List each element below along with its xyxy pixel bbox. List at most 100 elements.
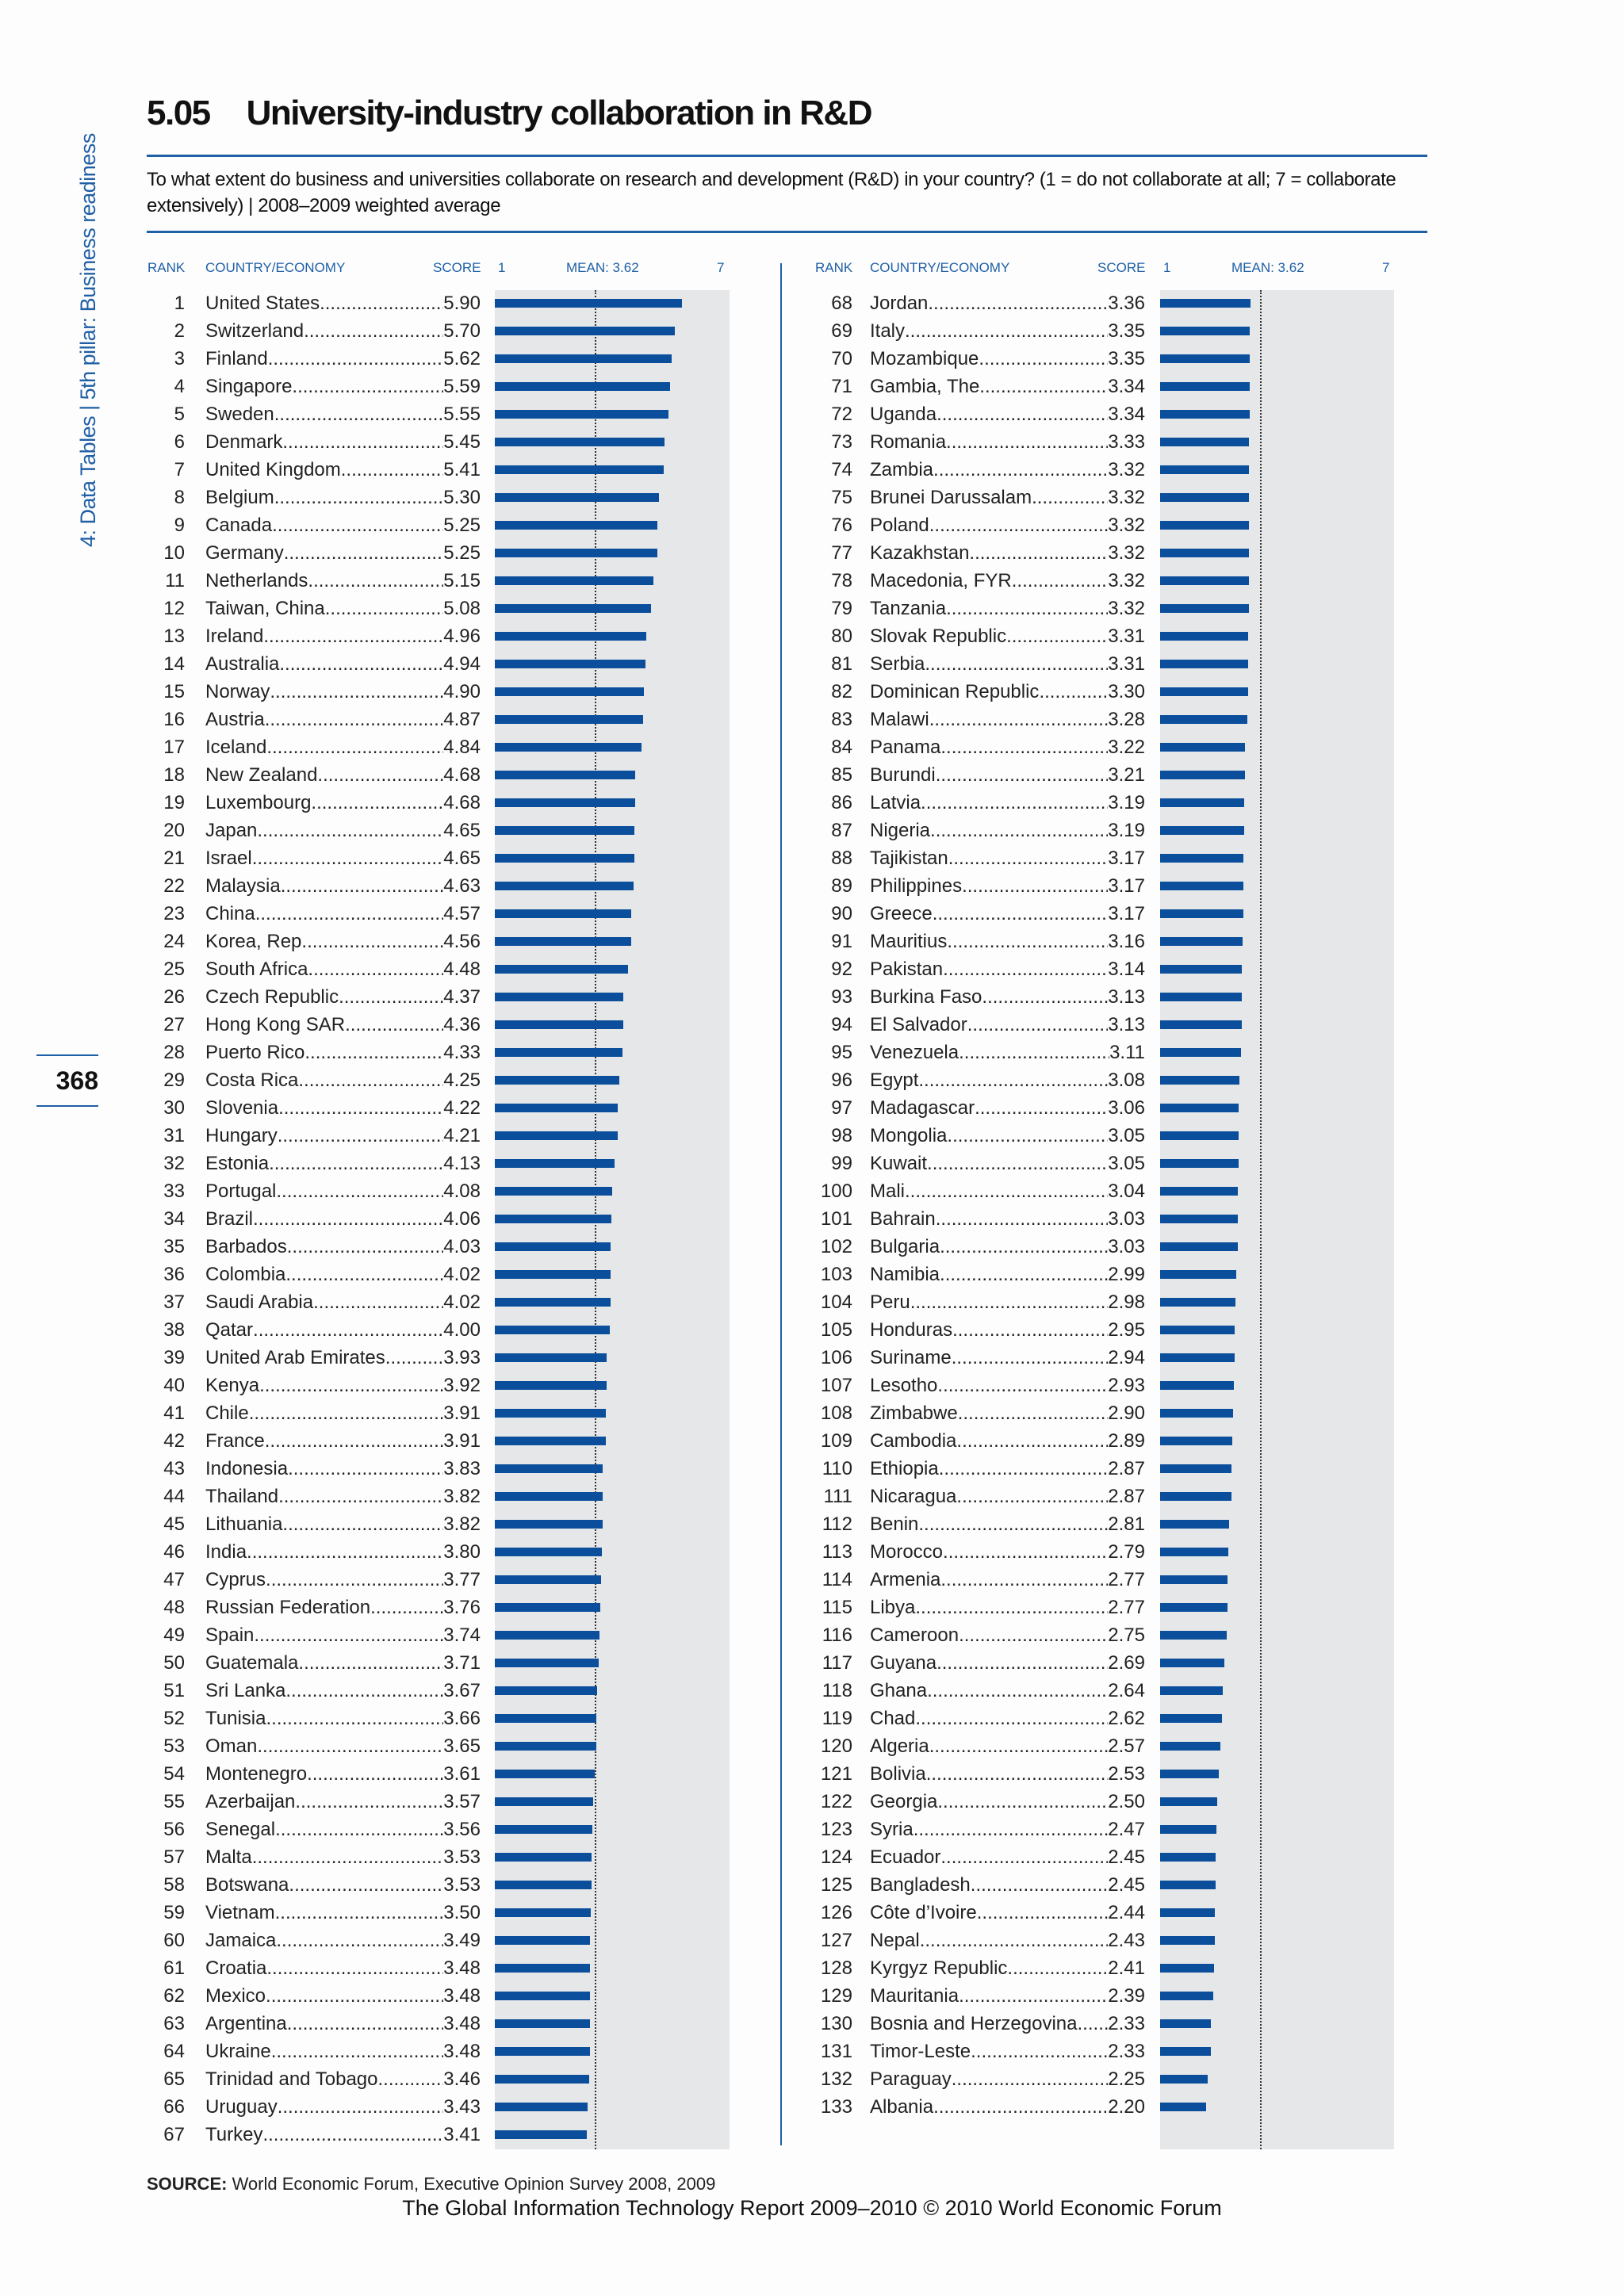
country-cell: Slovak Republic ........................… [870, 622, 1145, 650]
country-name: El Salvador [870, 1014, 967, 1035]
dot-leader: ........................................… [925, 1763, 1109, 1785]
score-bar [1160, 1686, 1224, 1695]
score-value: 5.55 [443, 404, 481, 425]
country-cell: Uganda .................................… [870, 400, 1145, 428]
score-value: 3.93 [443, 1347, 481, 1368]
country-cell: Spain ..................................… [205, 1621, 481, 1649]
country-name: Lithuania [205, 1513, 283, 1535]
score-bar [1160, 882, 1243, 890]
country-name: Puerto Rico [205, 1042, 305, 1063]
score-value: 3.13 [1108, 986, 1145, 1008]
dot-leader: ........................................… [247, 1541, 444, 1563]
score-value: 3.31 [1108, 653, 1145, 675]
country-name: Egypt [870, 1070, 919, 1091]
score-value: 2.33 [1108, 2041, 1145, 2062]
score-value: 3.91 [443, 1402, 481, 1424]
country-cell: Senegal ................................… [205, 1816, 481, 1843]
country-cell: Turkey .................................… [205, 2121, 481, 2149]
dot-leader: ........................................… [959, 1985, 1108, 2007]
country-name: Croatia [205, 1957, 267, 1979]
dot-leader: ........................................… [938, 1458, 1109, 1479]
score-value: 3.32 [1108, 542, 1145, 564]
dot-leader: ........................................… [277, 1125, 444, 1146]
source-note: SOURCE: World Economic Forum, Executive … [147, 2174, 715, 2195]
score-bar [495, 1520, 603, 1529]
score-value: 5.70 [443, 320, 481, 342]
rank-cell: 14 [163, 653, 185, 675]
country-name: Germany [205, 542, 284, 564]
score-bar [495, 1853, 592, 1862]
country-name: Spain [205, 1624, 255, 1646]
score-value: 3.19 [1108, 820, 1145, 841]
score-bar [495, 521, 657, 530]
score-value: 2.20 [1108, 2096, 1145, 2118]
score-bar [1160, 1936, 1215, 1945]
score-value: 2.87 [1108, 1458, 1145, 1479]
dot-leader: ........................................… [1032, 487, 1108, 508]
header-rank: RANK [147, 260, 186, 275]
score-value: 3.48 [443, 1957, 481, 1979]
score-value: 3.06 [1108, 1097, 1145, 1119]
dot-leader: ........................................… [264, 709, 444, 730]
score-bar [1160, 1242, 1238, 1251]
country-name: Côte d’Ivoire [870, 1902, 977, 1923]
dot-leader: ........................................… [957, 1402, 1109, 1424]
country-name: Saudi Arabia [205, 1292, 314, 1313]
score-value: 2.64 [1108, 1680, 1145, 1701]
country-cell: Zambia .................................… [870, 456, 1145, 484]
country-cell: Norway .................................… [205, 678, 481, 706]
country-name: Cyprus [205, 1569, 266, 1590]
score-bar [1160, 1437, 1233, 1445]
rank-cell: 60 [163, 1930, 185, 1951]
rank-cell: 57 [163, 1846, 185, 1868]
dot-leader: ........................................… [905, 1181, 1109, 1202]
country-cell: Kuwait .................................… [870, 1150, 1145, 1177]
rank-cell: 66 [163, 2096, 185, 2118]
country-name: Barbados [205, 1236, 287, 1257]
score-bar [1160, 743, 1245, 752]
score-bar [1160, 465, 1249, 474]
score-value: 5.15 [443, 570, 481, 591]
country-name: Morocco [870, 1541, 944, 1563]
country-name: Nigeria [870, 820, 931, 841]
dot-leader: ........................................… [927, 1680, 1108, 1701]
rank-cell: 32 [163, 1153, 185, 1174]
country-name: Malta [205, 1846, 252, 1868]
score-value: 3.56 [443, 1819, 481, 1840]
country-cell: Tanzania ...............................… [870, 595, 1145, 622]
rank-cell: 87 [831, 820, 852, 841]
country-cell: Ecuador ................................… [870, 1843, 1145, 1871]
country-name: United Arab Emirates [205, 1347, 385, 1368]
score-value: 5.25 [443, 515, 481, 536]
country-cell: Sri Lanka ..............................… [205, 1677, 481, 1705]
country-cell: Luxembourg .............................… [205, 789, 481, 817]
rank-cell: 38 [163, 1319, 185, 1341]
rank-cell: 42 [163, 1430, 185, 1452]
country-cell: South Africa ...........................… [205, 955, 481, 983]
country-name: Gambia, The [870, 376, 980, 397]
country-name: Argentina [205, 2013, 287, 2034]
source-text: World Economic Forum, Executive Opinion … [227, 2174, 716, 2194]
dot-leader: ........................................… [930, 820, 1108, 841]
rank-cell: 54 [163, 1763, 185, 1785]
dot-leader: ........................................… [940, 1264, 1109, 1285]
country-name: Burkina Faso [870, 986, 982, 1008]
score-value: 3.71 [443, 1652, 481, 1674]
rank-cell: 35 [163, 1236, 185, 1257]
score-value: 3.03 [1108, 1208, 1145, 1230]
country-name: Korea, Rep. [205, 931, 308, 952]
score-value: 2.33 [1108, 2013, 1145, 2034]
rank-cell: 102 [820, 1236, 852, 1257]
score-bar [1160, 604, 1249, 613]
dot-leader: ........................................… [947, 1125, 1108, 1146]
score-bar [495, 1381, 607, 1390]
score-value: 5.59 [443, 376, 481, 397]
rank-cell: 72 [831, 404, 852, 425]
dot-leader: ........................................… [324, 598, 444, 619]
score-value: 2.77 [1108, 1569, 1145, 1590]
score-value: 3.34 [1108, 404, 1145, 425]
score-bar [495, 660, 645, 668]
score-value: 4.25 [443, 1070, 481, 1091]
score-bar [1160, 1409, 1233, 1418]
rank-cell: 78 [831, 570, 852, 591]
